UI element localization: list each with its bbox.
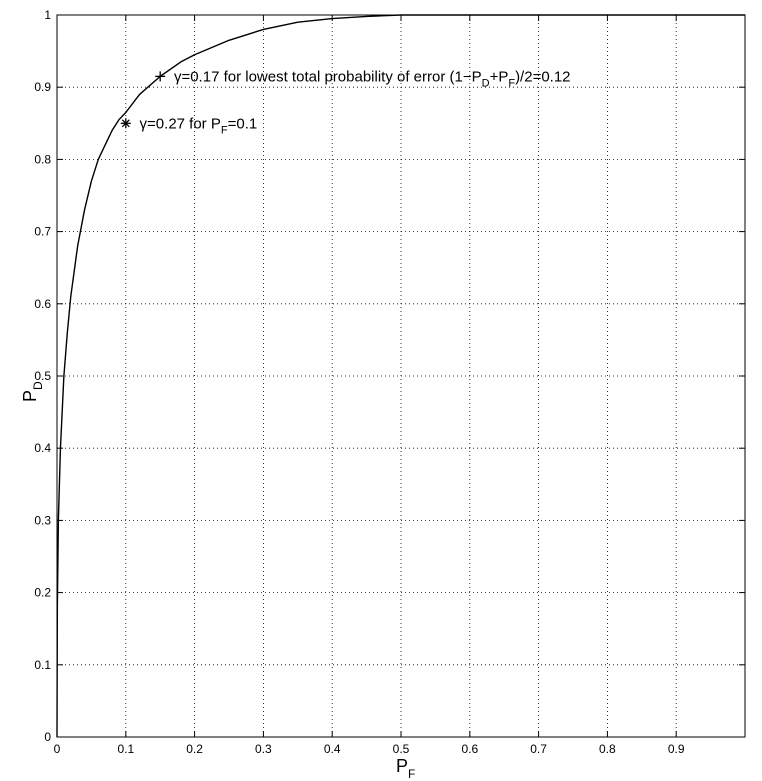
x-tick-label: 0.6 <box>461 742 478 756</box>
y-axis-label: PD <box>20 381 45 402</box>
y-tick-label: 1 <box>44 8 51 22</box>
annotation-text: γ=0.17 for lowest total probability of e… <box>174 68 571 89</box>
annotation-layer: γ=0.17 for lowest total probability of e… <box>140 68 571 136</box>
y-tick-label: 0.2 <box>34 586 51 600</box>
y-tick-label: 0.5 <box>34 369 51 383</box>
y-tick-label: 0.3 <box>34 513 51 527</box>
grid <box>57 15 745 737</box>
x-tick-label: 0.1 <box>117 742 134 756</box>
y-tick-label: 0.9 <box>34 80 51 94</box>
x-tick-label: 0.7 <box>530 742 547 756</box>
plus-marker <box>155 71 166 82</box>
y-tick-label: 0 <box>44 730 51 744</box>
x-tick-label: 0.4 <box>324 742 341 756</box>
y-tick-label: 0.1 <box>34 658 51 672</box>
x-tick-label: 0.2 <box>186 742 203 756</box>
x-tick-label: 0 <box>54 742 61 756</box>
x-axis-label: PF <box>396 756 415 781</box>
y-tick-label: 0.4 <box>34 441 51 455</box>
y-tick-label: 0.8 <box>34 152 51 166</box>
x-tick-label: 0.5 <box>393 742 410 756</box>
x-tick-label: 0.8 <box>599 742 616 756</box>
y-tick-label: 0.7 <box>34 225 51 239</box>
y-tick-label: 0.6 <box>34 297 51 311</box>
marker-layer <box>120 71 166 129</box>
roc-curve <box>56 14 745 738</box>
star-marker <box>120 118 131 129</box>
x-tick-label: 0.3 <box>255 742 272 756</box>
annotation-text: γ=0.27 for PF=0.1 <box>140 115 258 136</box>
axis-ticks: 0 0.1 0.2 0.3 0.4 0.5 0.6 0.7 0.8 0.9 0 0.1 0.2 0.3 0.… <box>34 8 745 756</box>
series-layer <box>56 14 745 738</box>
x-tick-label: 0.9 <box>668 742 685 756</box>
